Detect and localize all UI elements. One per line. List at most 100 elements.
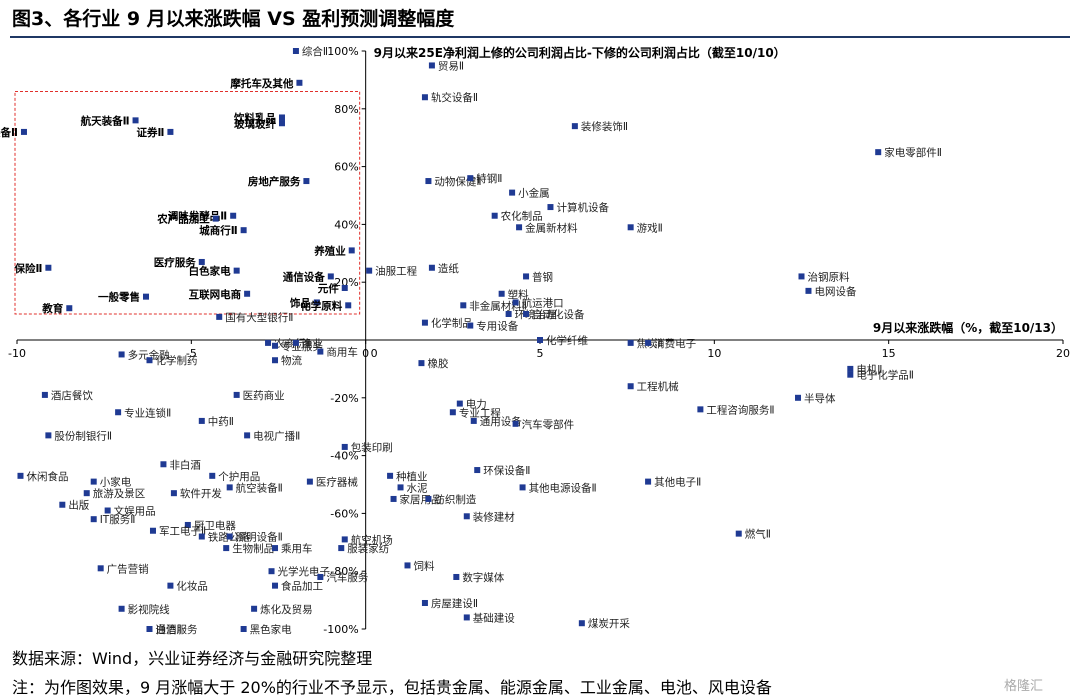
point-marker xyxy=(474,467,481,474)
data-point: 塑料 xyxy=(498,288,529,301)
data-point: 小金属 xyxy=(509,187,550,200)
data-point: 乘用车 xyxy=(272,542,313,555)
point-marker xyxy=(143,293,150,300)
data-point: 农化制品 xyxy=(491,210,543,223)
point-label: 航天装备Ⅱ xyxy=(81,114,130,127)
y-tick-label: 100% xyxy=(327,45,358,58)
point-marker xyxy=(460,302,467,309)
point-label: 化学原料 xyxy=(300,299,342,312)
x-tick-label: 20 xyxy=(1056,347,1070,360)
point-marker xyxy=(341,536,348,543)
point-marker xyxy=(453,573,460,580)
point-label: 电机Ⅱ xyxy=(856,363,882,376)
point-label: 军工电子Ⅱ xyxy=(159,525,206,538)
data-point: 出版 xyxy=(59,499,90,512)
point-label: 动物保健Ⅱ xyxy=(434,175,481,188)
point-marker xyxy=(226,533,233,540)
point-marker xyxy=(240,227,247,234)
data-point: 生物制品 xyxy=(223,542,274,555)
data-point: 电机Ⅱ xyxy=(847,363,882,376)
data-point: 治钢原料 xyxy=(798,270,850,283)
point-marker xyxy=(875,149,882,156)
data-point: 互联网电商 xyxy=(189,288,251,301)
point-label: 专业服务 xyxy=(281,340,323,353)
data-point: 电视广播Ⅱ xyxy=(244,429,300,442)
point-marker xyxy=(292,48,299,54)
highlight-box xyxy=(14,90,361,315)
x-tick-label: 10 xyxy=(707,347,721,360)
point-label: 轨交设备Ⅱ xyxy=(431,91,478,104)
point-marker xyxy=(537,337,543,343)
point-label: 中药Ⅱ xyxy=(208,415,234,428)
point-label: 休闲食品 xyxy=(26,470,68,483)
data-point: 养殖业 xyxy=(313,244,355,257)
point-label: 城商行Ⅱ xyxy=(199,224,237,237)
data-point: 煤炭开采 xyxy=(578,617,630,630)
data-point: 军工电子Ⅱ xyxy=(149,525,206,538)
data-point: 通信设备 xyxy=(283,270,334,283)
data-point: 休闲食品 xyxy=(17,470,68,483)
point-marker xyxy=(390,495,397,502)
data-point: 小家电 xyxy=(90,476,132,489)
point-marker xyxy=(170,490,177,497)
data-point: 渔业 xyxy=(292,338,323,350)
point-marker xyxy=(272,357,279,364)
point-marker xyxy=(265,339,272,346)
data-point: 化学纤维 xyxy=(537,334,588,347)
point-label: 商用车 xyxy=(326,346,358,359)
point-label: 电子化学品Ⅱ xyxy=(856,369,914,382)
point-label: 航运港口 xyxy=(522,296,564,309)
point-marker xyxy=(198,533,205,540)
point-marker xyxy=(341,284,348,291)
point-label: 治钢原料 xyxy=(808,270,850,283)
point-label: 影视院线 xyxy=(128,603,170,616)
point-label: 照明设备Ⅱ xyxy=(236,531,283,544)
point-marker xyxy=(317,348,324,355)
point-label: 饲料 xyxy=(414,559,435,572)
point-label: 计算机设备 xyxy=(556,201,609,214)
point-marker xyxy=(509,189,516,196)
data-point: 玻璃玻纤 xyxy=(234,117,285,130)
point-label: 厨卫电器 xyxy=(194,519,236,532)
point-label: 游戏Ⅱ xyxy=(637,221,663,234)
point-marker xyxy=(233,267,240,274)
point-marker xyxy=(306,478,313,485)
y-tick-label: -80% xyxy=(330,565,358,578)
data-point: 白色家电 xyxy=(189,265,240,278)
data-point: 数字媒体 xyxy=(453,571,505,584)
point-label: 汽车零部件 xyxy=(522,418,575,431)
point-marker xyxy=(97,565,104,572)
data-point: 自动化设备 xyxy=(523,308,585,321)
point-label: 装修装饰Ⅱ xyxy=(581,120,628,133)
point-marker xyxy=(59,501,66,508)
data-point: 轨交设备Ⅱ xyxy=(421,91,478,104)
point-label: 煤炭开采 xyxy=(588,617,630,630)
point-marker xyxy=(216,313,223,320)
data-point: 文娱用品 xyxy=(104,505,156,518)
data-point: 通用设备 xyxy=(470,415,522,428)
point-label: 服装家纺 xyxy=(347,542,389,555)
point-marker xyxy=(317,573,324,580)
data-point: 酒店餐饮 xyxy=(41,389,93,402)
data-point: 广告营销 xyxy=(97,562,149,575)
data-point: 其他电子Ⅱ xyxy=(645,476,701,489)
data-point: 非金属材料Ⅱ xyxy=(460,299,527,312)
y-axis-title: 9月以来25E净利润上修的公司利润占比-下修的公司利润占比（截至10/10） xyxy=(374,45,786,60)
data-point: 饲料 xyxy=(404,559,435,572)
data-point: 基础建设 xyxy=(463,611,515,624)
point-marker xyxy=(327,273,334,280)
data-point: 中药Ⅱ xyxy=(198,415,234,428)
point-marker xyxy=(348,247,355,254)
y-tick-label: 20% xyxy=(334,276,358,289)
point-label: 医疗器械 xyxy=(316,476,358,489)
point-label: 文娱用品 xyxy=(114,505,156,518)
data-point: 汽车零部件 xyxy=(512,418,575,431)
point-label: 生物制品 xyxy=(232,542,274,555)
footnote: 注：为作图效果，9 月涨幅大于 20%的行业不予显示，包括贵金属、能源金属、工业… xyxy=(12,678,772,697)
point-label: 其他电源设备Ⅱ xyxy=(529,481,597,494)
point-marker xyxy=(272,582,279,589)
point-label: 医药商业 xyxy=(243,389,285,402)
data-point: 汽车服务 xyxy=(317,571,369,584)
point-marker xyxy=(272,342,279,349)
point-label: 农产品加工 xyxy=(156,213,210,226)
